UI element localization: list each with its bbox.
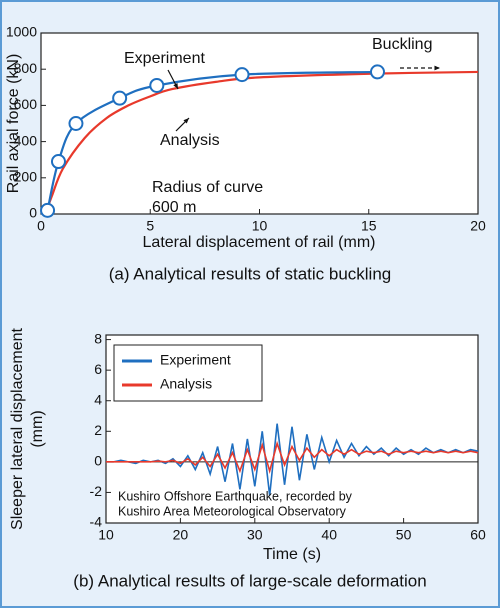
- marker: [149, 77, 165, 93]
- y-tick-label: 0: [29, 205, 37, 221]
- x-tick-label: 50: [396, 527, 412, 543]
- marker: [234, 67, 250, 83]
- marker: [369, 64, 385, 80]
- x-tick-label: 20: [173, 527, 189, 543]
- y-axis-label: (mm): [29, 410, 46, 447]
- y-tick-label: 800: [14, 60, 38, 76]
- annotation: Radius of curve: [152, 179, 263, 196]
- marker: [50, 154, 66, 170]
- series-line: [106, 440, 479, 475]
- y-tick-label: 6: [94, 361, 102, 377]
- pointer-head: [173, 83, 178, 89]
- x-axis-label: Time (s): [263, 546, 321, 563]
- y-tick-label: 600: [14, 96, 38, 112]
- y-axis-label: Rail axial force (kN): [5, 54, 22, 194]
- x-axis-label: Lateral displacement of rail (mm): [143, 234, 376, 251]
- legend-label: Experiment: [160, 352, 231, 368]
- x-tick-label: 40: [321, 527, 337, 543]
- marker: [68, 116, 84, 131]
- x-tick-label: 20: [470, 218, 486, 234]
- caption: (a) Analytical results of static bucklin…: [109, 264, 392, 283]
- pointer-head: [183, 118, 189, 124]
- y-axis-label: Sleeper lateral displacement: [9, 328, 26, 530]
- y-tick-label: 4: [94, 391, 102, 407]
- annotation: Analysis: [160, 132, 220, 149]
- y-tick-label: 2: [94, 422, 102, 438]
- annotation: Kushiro Area Meteorological Observatory: [118, 504, 347, 518]
- y-tick-label: 8: [94, 330, 102, 346]
- x-tick-label: 5: [146, 218, 154, 234]
- annotation: Buckling: [372, 36, 432, 53]
- legend-box: [113, 344, 263, 402]
- caption: (b) Analytical results of large-scale de…: [73, 571, 426, 590]
- y-tick-label: 400: [14, 132, 38, 148]
- y-tick-label: 200: [14, 169, 38, 185]
- series-line: [44, 70, 479, 215]
- y-tick-label: 1000: [6, 24, 37, 40]
- buckling-pointer-head: [434, 65, 440, 71]
- annotation: Experiment: [124, 50, 205, 67]
- x-tick-label: 0: [37, 218, 45, 234]
- marker: [112, 90, 128, 106]
- y-tick-label: -2: [90, 483, 103, 499]
- x-tick-label: 10: [98, 527, 114, 543]
- marker: [40, 202, 56, 218]
- y-tick-label: -4: [90, 514, 103, 530]
- annotation: Kushiro Offshore Earthquake, recorded by: [118, 489, 353, 503]
- plot-area: [40, 32, 479, 215]
- x-tick-label: 15: [361, 218, 377, 234]
- x-tick-label: 30: [247, 527, 263, 543]
- x-tick-label: 60: [470, 527, 486, 543]
- annotation: 600 m: [152, 199, 196, 216]
- x-tick-label: 10: [252, 218, 268, 234]
- y-tick-label: 0: [94, 453, 102, 469]
- legend-label: Analysis: [160, 376, 212, 392]
